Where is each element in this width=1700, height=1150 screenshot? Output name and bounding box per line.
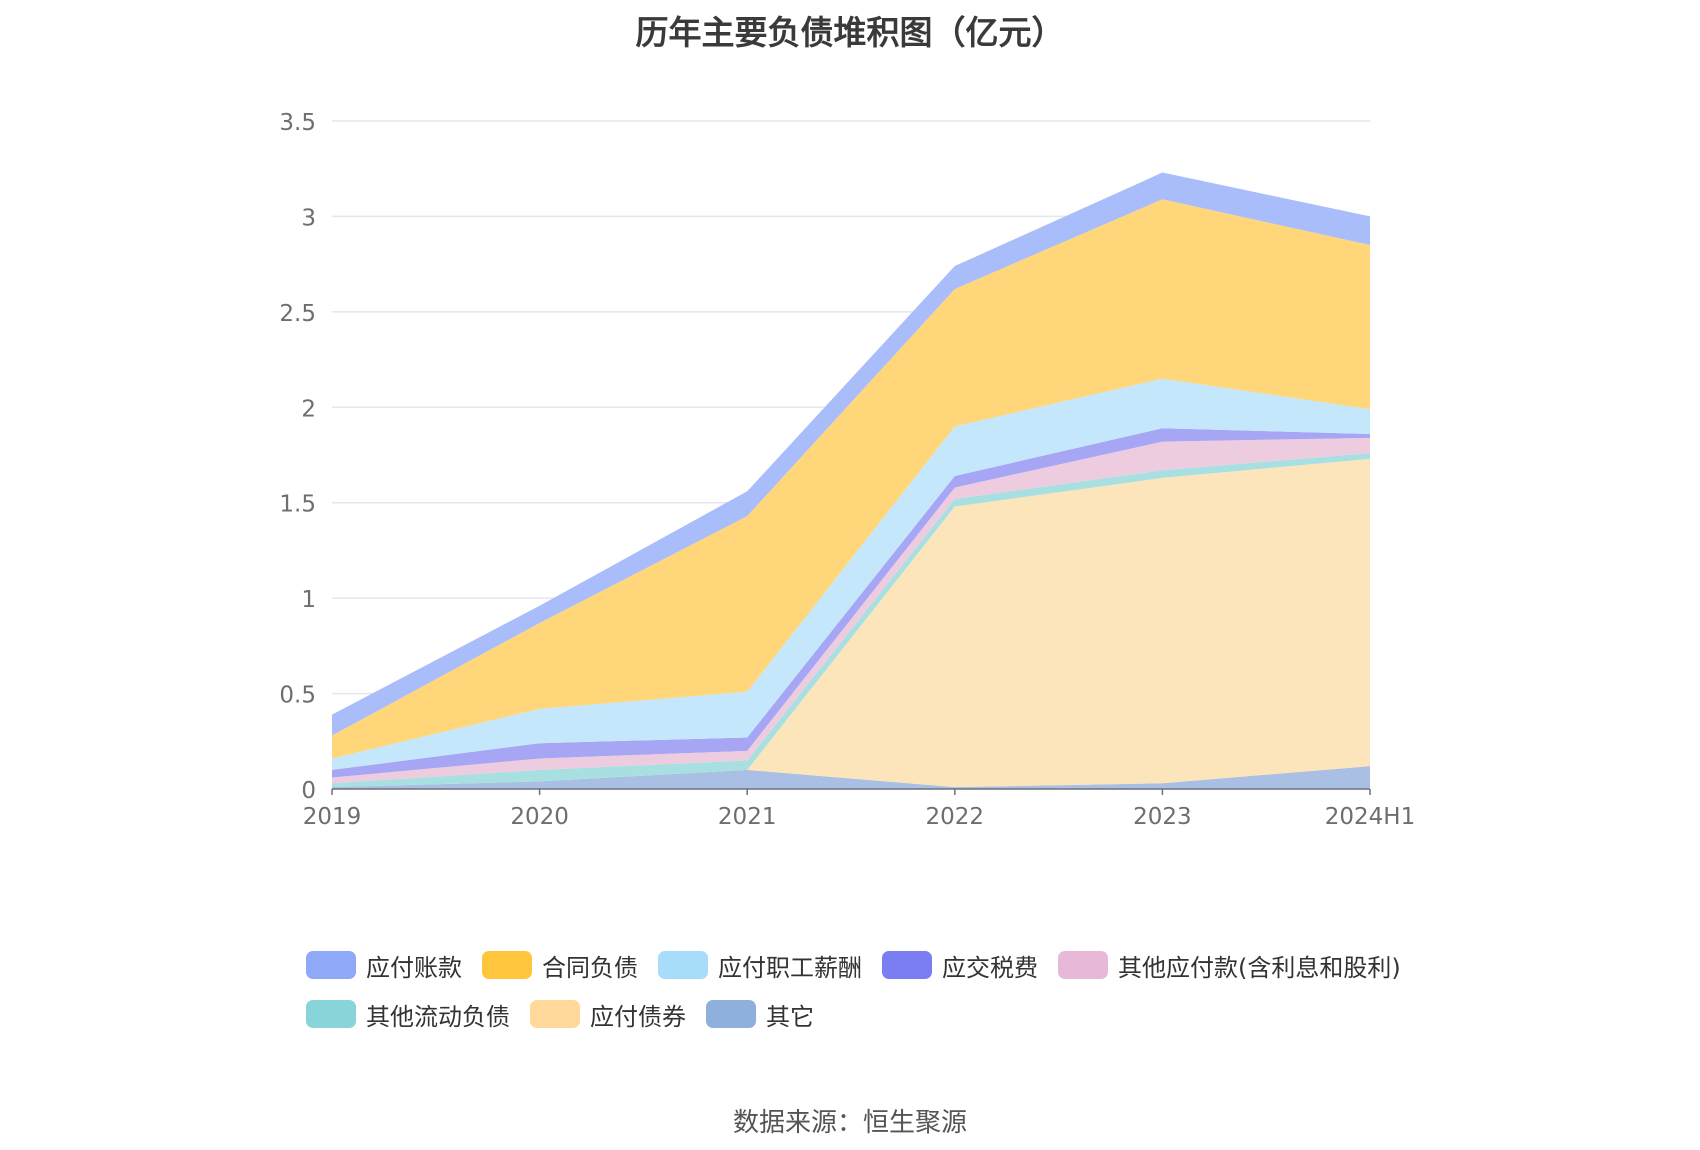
legend-item[interactable]: 应付账款 — [306, 950, 462, 982]
x-tick-label: 2021 — [718, 804, 777, 830]
y-tick-label: 1.5 — [279, 492, 316, 518]
legend-swatch — [482, 951, 532, 979]
legend-label: 其他流动负债 — [366, 1002, 510, 1031]
legend-item[interactable]: 应付债券 — [530, 999, 686, 1031]
legend-label: 应付账款 — [366, 953, 462, 982]
legend-item[interactable]: 合同负债 — [482, 950, 638, 982]
area-series — [332, 199, 1370, 759]
area-series — [332, 766, 1370, 789]
legend-label: 其它 — [766, 1002, 814, 1031]
x-tick-label: 2020 — [510, 804, 569, 830]
x-tick-label: 2024H1 — [1325, 804, 1415, 830]
stacked-area-plot: 0 0.5 1 1.5 2 2.5 3 3.5 2019 2020 2021 2022 2023 2024… — [279, 110, 1415, 830]
y-tick-label: 3 — [301, 205, 316, 231]
legend: 应付账款 合同负债 应付职工薪酬 应交税费 其他应付款(含利息和股利) 其他流动负债 应付债… — [306, 950, 1456, 1031]
legend-label: 应付债券 — [590, 1002, 686, 1031]
legend-item[interactable]: 其它 — [706, 999, 814, 1031]
legend-item[interactable]: 应付职工薪酬 — [658, 950, 862, 982]
area-series — [332, 458, 1370, 788]
data-source-note: 数据来源：恒生聚源 — [732, 1108, 967, 1138]
area-series — [332, 172, 1370, 736]
legend-label: 应付职工薪酬 — [718, 953, 862, 982]
y-tick-label: 0 — [301, 778, 316, 804]
x-tick-label: 2023 — [1133, 804, 1192, 830]
y-tick-label: 2 — [301, 396, 316, 422]
y-tick-label: 0.5 — [279, 683, 316, 709]
chart-title: 历年主要负债堆积图（亿元） — [635, 13, 1065, 52]
legend-item[interactable]: 其他流动负债 — [306, 999, 510, 1031]
legend-label: 其他应付款(含利息和股利) — [1118, 953, 1401, 982]
legend-item[interactable]: 其他应付款(含利息和股利) — [1058, 950, 1401, 982]
legend-swatch — [706, 1000, 756, 1028]
legend-swatch — [306, 1000, 356, 1028]
x-tick-label: 2022 — [926, 804, 985, 830]
legend-swatch — [530, 1000, 580, 1028]
area-series — [332, 378, 1370, 770]
legend-swatch — [1058, 951, 1108, 979]
legend-swatch — [658, 951, 708, 979]
legend-label: 应交税费 — [942, 953, 1038, 982]
legend-item[interactable]: 应交税费 — [882, 950, 1038, 982]
legend-label: 合同负债 — [542, 953, 638, 982]
legend-swatch — [882, 951, 932, 979]
x-tick-label: 2019 — [303, 804, 362, 830]
y-tick-label: 3.5 — [279, 110, 316, 136]
y-tick-label: 1 — [301, 587, 316, 613]
legend-swatch — [306, 951, 356, 979]
y-tick-label: 2.5 — [279, 301, 316, 327]
